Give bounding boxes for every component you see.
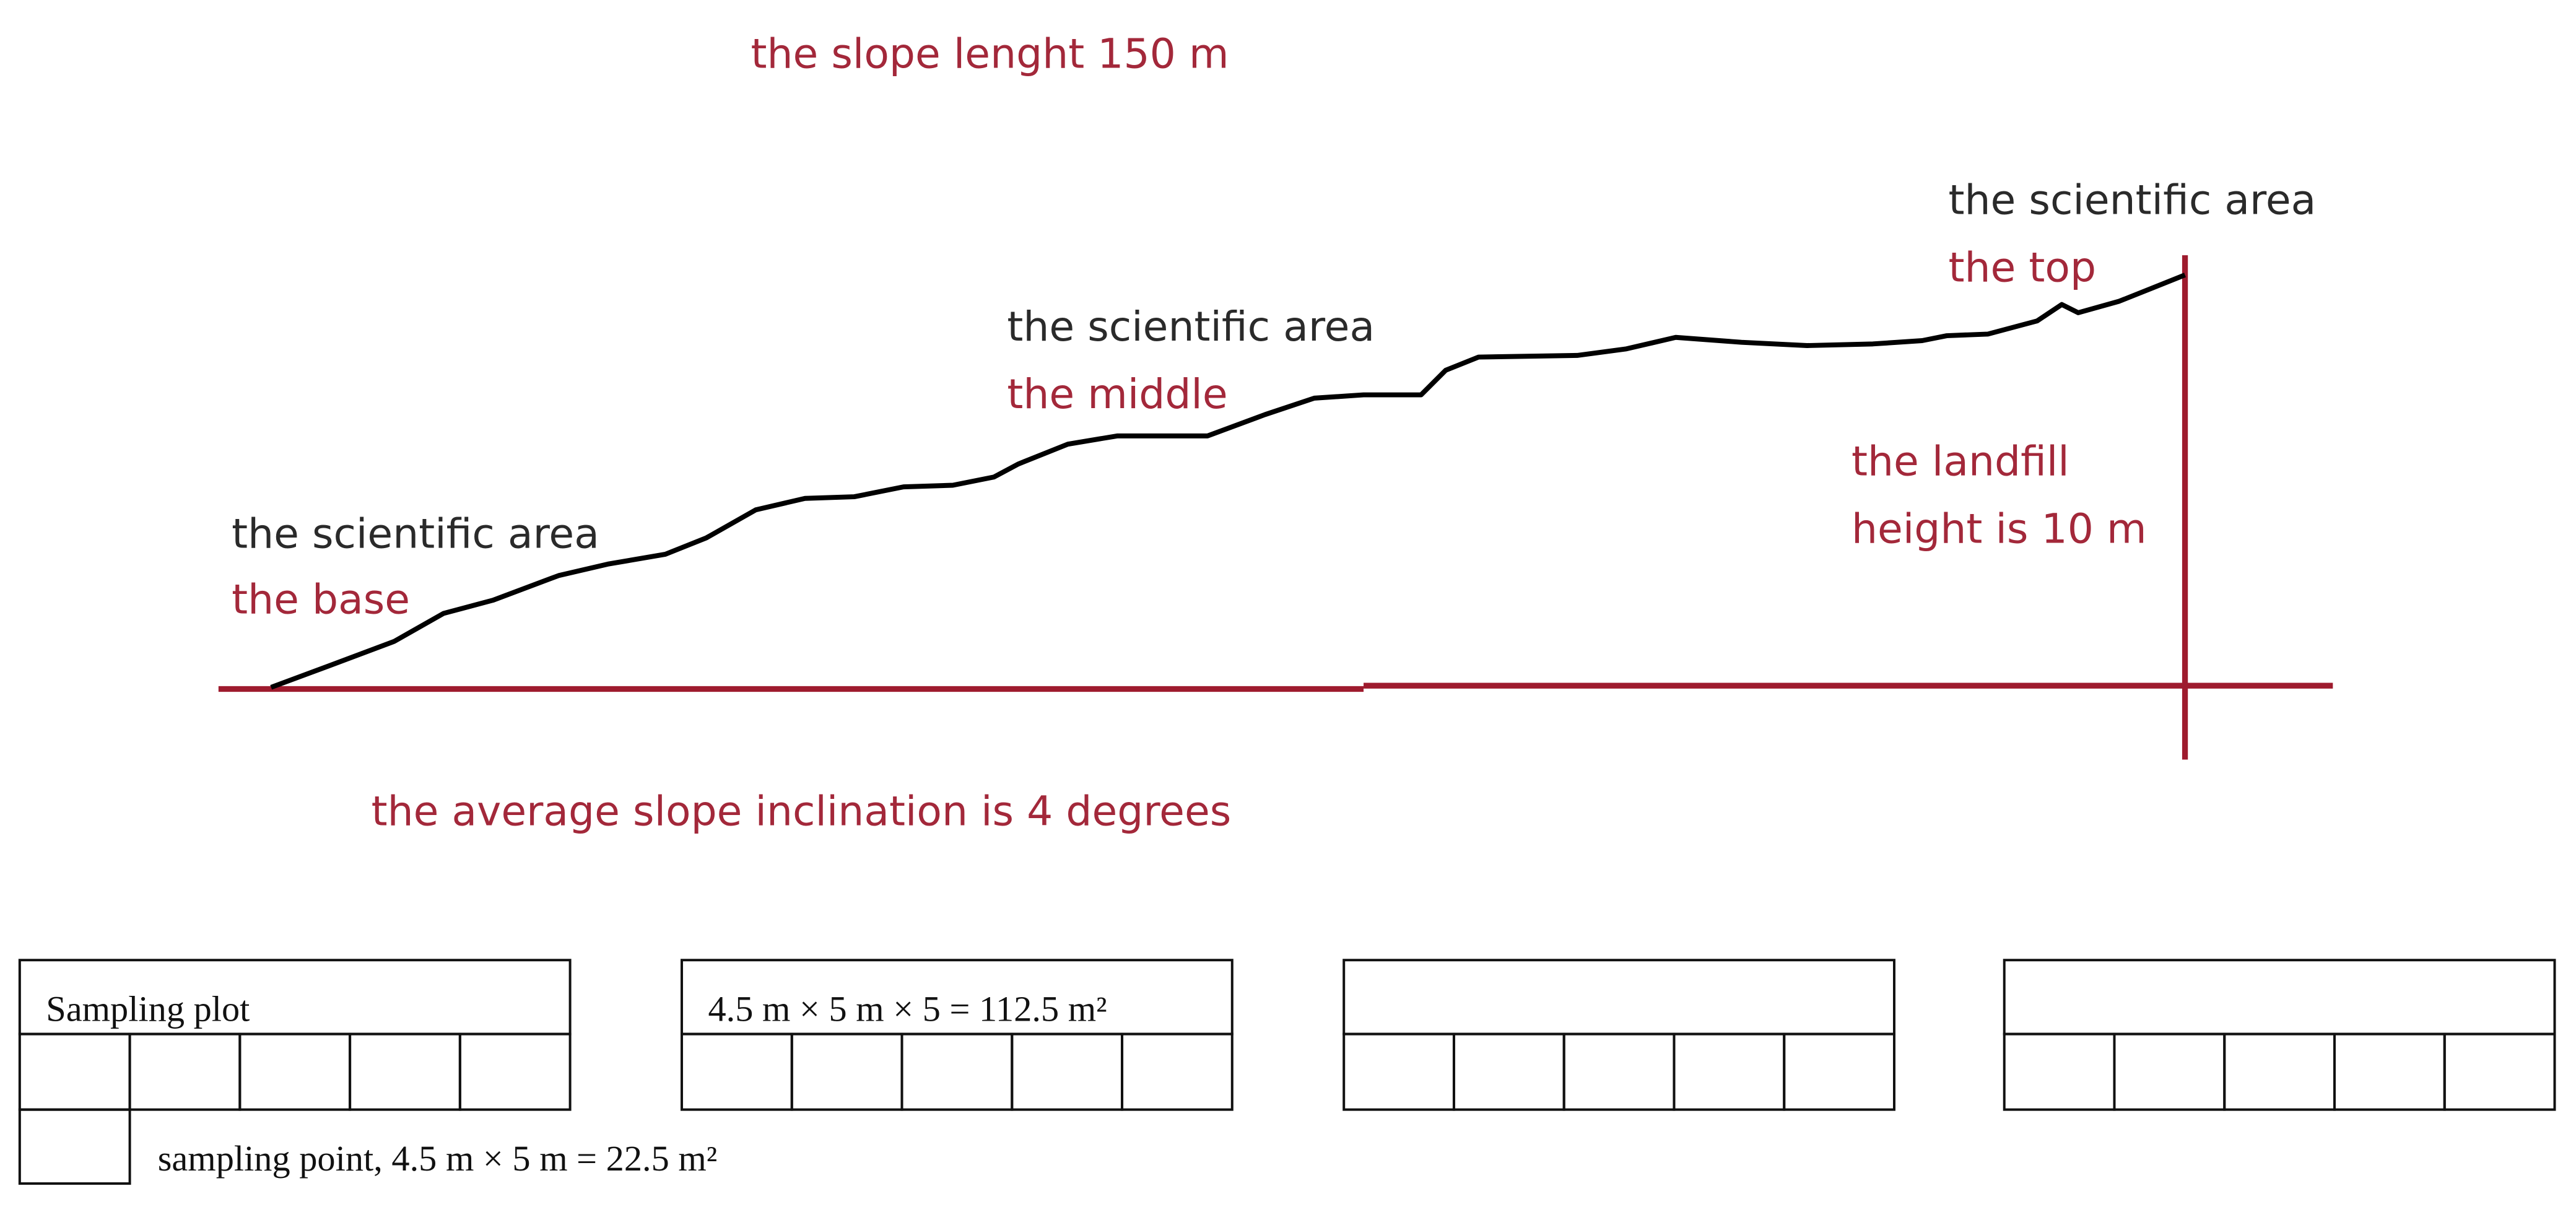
plot-cell [349,1032,461,1111]
plot-cell [1342,1032,1455,1111]
point-label: sampling point, 4.5 m × 5 m = 22.5 m² [158,1138,718,1179]
inclination-label: the average slope inclination is 4 degre… [372,787,1232,835]
plot-cell [18,1032,131,1111]
plot-cell [900,1032,1014,1111]
sampling-point-icon [18,1108,131,1185]
plot-cell [1452,1032,1565,1111]
plot-cell [458,1032,572,1111]
sampling-plots [18,959,2556,1111]
plot-cell [1673,1032,1786,1111]
plot-cell [2443,1032,2556,1111]
plot-cell [1783,1032,1895,1111]
slope-profile [270,272,2187,690]
plot-cell [1121,1032,1234,1111]
plot-cell [128,1032,242,1111]
plot-header [2003,959,2556,1035]
slope-title: the slope lenght 150 m [751,30,1229,78]
plot-cell [238,1032,352,1111]
area-name: the scientific area [1007,302,1375,351]
area-position: the base [232,575,410,623]
plot-label: Sampling plot [46,988,250,1029]
plot-cell [1011,1032,1124,1111]
plot-cell [2333,1032,2446,1111]
plot-cell [1562,1032,1676,1111]
plot-cell [2223,1032,2336,1111]
area-position: the middle [1007,370,1227,418]
landfill-label: height is 10 m [1852,504,2147,552]
plot-cell [2113,1032,2226,1111]
plot-cell [790,1032,903,1111]
area-name: the scientific area [1949,176,2317,224]
area-name: the scientific area [232,509,599,557]
plot-area: 4.5 m × 5 m × 5 = 112.5 m² [708,988,1107,1029]
plot-header [1342,959,1895,1035]
plot-cell [2003,1032,2116,1111]
area-position: the top [1949,243,2097,292]
plot-cell [681,1032,793,1111]
landfill-label: the landfill [1852,437,2069,486]
